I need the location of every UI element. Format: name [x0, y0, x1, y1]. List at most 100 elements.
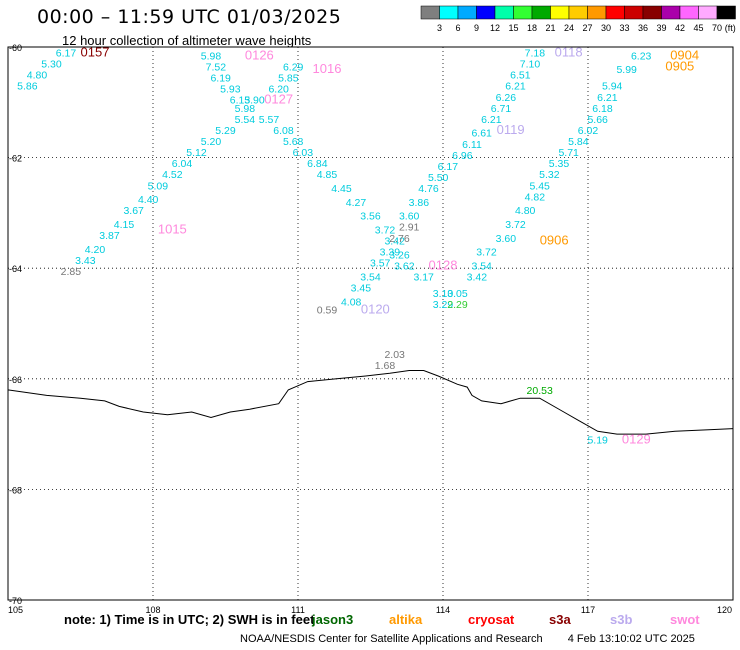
swh-label: 5.98	[235, 103, 256, 115]
swh-label: 5.86	[17, 81, 38, 93]
swh-label: 2.03	[384, 349, 405, 361]
swh-label: 6.17	[56, 48, 77, 60]
color-swatch	[420, 5, 440, 20]
swh-label: 6.11	[462, 139, 482, 151]
swh-label: 3.26	[389, 249, 410, 261]
swh-label: 6.21	[505, 81, 526, 93]
color-swatch	[476, 5, 496, 20]
swh-label: 2.85	[61, 266, 82, 278]
swh-label: 5.71	[558, 147, 579, 159]
footer-credit: NOAA/NESDIS Center for Satellite Applica…	[240, 633, 543, 645]
swh-label: 5.99	[616, 64, 637, 76]
color-scale-label: 42	[675, 23, 685, 33]
swh-label: 6.20	[268, 83, 289, 95]
swh-label: 6.03	[293, 147, 314, 159]
color-swatch	[587, 5, 607, 20]
satellite-legend-altika: altika	[389, 612, 423, 627]
swh-label: 4.80	[27, 70, 48, 82]
x-tick-label: 111	[291, 605, 305, 615]
title: 00:00 – 11:59 UTC 01/03/2025	[37, 6, 342, 28]
swh-label: 5.84	[568, 136, 589, 148]
swh-label: 5.66	[587, 114, 608, 126]
swh-label: 3.72	[505, 219, 526, 231]
swh-label: 3.57	[370, 258, 391, 270]
x-tick-label: 114	[436, 605, 450, 615]
swh-label: 3.87	[99, 230, 120, 242]
swh-label: 4.82	[525, 191, 546, 203]
swh-label: 6.02	[578, 125, 599, 137]
pass-id-label: 1016	[313, 61, 342, 76]
color-scale-label: 33	[619, 23, 629, 33]
satellite-legend-swot: swot	[670, 612, 700, 627]
swh-label: 4.76	[418, 183, 439, 195]
lat-lon-grid	[7, 46, 734, 601]
color-scale-label: 36	[638, 23, 648, 33]
satellite-legend-jason3: jason3	[312, 612, 354, 627]
swh-label: 5.98	[201, 50, 222, 62]
swh-label: 7.52	[206, 61, 227, 73]
color-scale-label: 39	[656, 23, 666, 33]
pass-id-label: 0129	[622, 432, 651, 447]
swh-label: 6.17	[438, 161, 459, 173]
color-scale: 3 6 9 12 15 18 21 24 27 30 33 36 39 42 45 70 (ft)	[420, 5, 736, 33]
swh-label: 5.90	[244, 95, 265, 107]
satellite-legend-s3b: s3b	[610, 612, 633, 627]
color-scale-label: 9	[474, 23, 479, 33]
swh-label: 5.57	[259, 114, 280, 126]
color-scale-label: 24	[564, 23, 574, 33]
axis-ticks: 105 108 111 114 117 120 -60 -62 -64 -66 -68 -70	[8, 43, 732, 615]
pass-id-label: 0126	[245, 47, 274, 62]
color-scale-unit: (ft)	[725, 23, 736, 33]
swh-label: 3.42	[384, 236, 405, 248]
satellite-legend-s3a: s3a	[549, 612, 571, 627]
swh-label: 4.20	[85, 244, 106, 256]
y-tick-label: -70	[9, 596, 22, 606]
color-swatch	[568, 5, 588, 20]
swh-label: 6.71	[491, 103, 512, 115]
swh-label: 4.85	[317, 169, 338, 181]
swh-label: 6.04	[172, 158, 193, 170]
swh-label: 3.10	[433, 288, 454, 300]
swh-label: 6.61	[471, 128, 492, 140]
swh-label: 3.67	[123, 205, 144, 217]
color-swatch	[605, 5, 625, 20]
color-swatch	[642, 5, 662, 20]
swh-label: 6.84	[307, 158, 328, 170]
color-swatch	[624, 5, 644, 20]
swh-label: 2.76	[389, 233, 410, 245]
color-swatch	[457, 5, 477, 20]
swh-label: 3.17	[413, 271, 434, 283]
y-tick-label: -62	[9, 154, 22, 164]
color-scale-label: 45	[693, 23, 703, 33]
swh-label: 5.50	[428, 172, 449, 184]
color-scale-label: 70	[712, 23, 722, 33]
x-tick-label: 120	[717, 605, 732, 615]
swh-label: 5.29	[215, 125, 236, 137]
swh-label: 4.08	[341, 296, 362, 308]
swh-label: 1.68	[375, 360, 396, 372]
swh-label: 5.12	[186, 147, 207, 159]
satellite-legend-cryosat: cryosat	[468, 612, 515, 627]
pass-id-label: 0119	[497, 122, 525, 137]
swh-label: 20.53	[527, 385, 553, 397]
swh-label: 3.29	[433, 299, 454, 311]
swh-label: 6.96	[452, 150, 473, 162]
color-scale-label: 12	[490, 23, 500, 33]
swh-label: 6.23	[631, 50, 652, 62]
pass-id-label: 0906	[540, 233, 569, 248]
pass-id-label: 0157	[81, 45, 110, 60]
swh-label: 5.45	[529, 180, 550, 192]
color-swatch	[439, 5, 459, 20]
swh-label: 6.08	[273, 125, 294, 137]
swh-label: 3.43	[75, 255, 96, 267]
x-tick-label: 117	[581, 605, 595, 615]
swh-label: 5.54	[235, 114, 256, 126]
swh-label: 4.27	[346, 197, 367, 209]
color-swatch	[550, 5, 570, 20]
swh-label: 6.21	[481, 114, 502, 126]
swh-label: 3.42	[467, 271, 488, 283]
swh-label: 4.40	[138, 194, 159, 206]
y-tick-label: -68	[9, 485, 22, 495]
color-scale-label: 6	[455, 23, 460, 33]
